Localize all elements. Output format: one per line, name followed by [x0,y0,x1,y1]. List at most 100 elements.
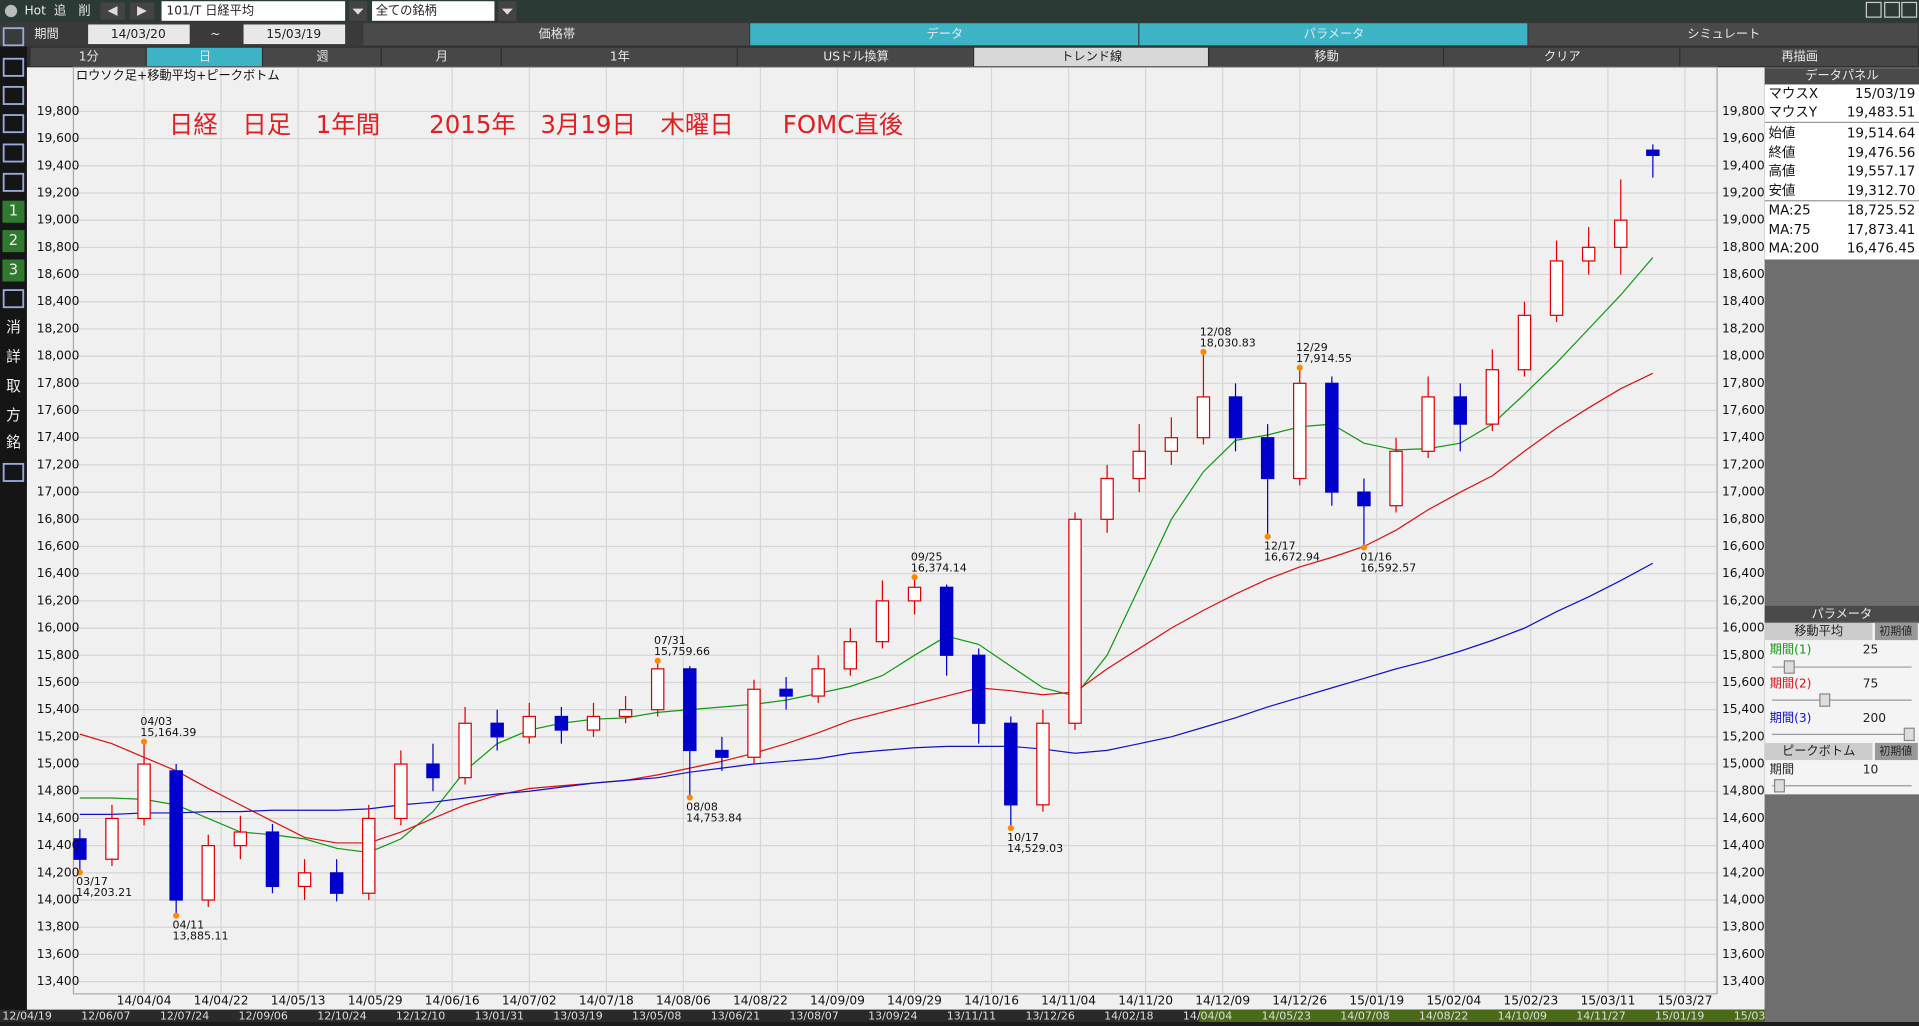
symbol-box[interactable] [161,1,346,21]
period-label: 期間 [34,27,58,41]
x-tick-label: 14/11/04 [1041,994,1096,1008]
hot-button[interactable]: Hot [24,4,46,18]
y-tick-label: 19,400 [1722,158,1765,172]
sidebar-icon[interactable] [2,85,25,105]
x-tick-label: 14/05/29 [348,994,403,1008]
y-tick-label: 19,000 [37,213,80,227]
button[interactable] [30,47,146,67]
timeline-label: 12/07/24 [160,1009,209,1022]
reset-button[interactable] [1874,622,1918,641]
y-tick-label: 18,400 [1722,294,1765,308]
data-label: MA:200 [1768,241,1819,256]
y-tick-label: 18,600 [37,267,80,281]
slider-thumb[interactable] [1783,660,1795,674]
param-body [1764,622,1919,795]
tab[interactable] [363,23,749,46]
candle-body [362,817,376,894]
button[interactable] [1680,47,1918,67]
panel-title: パラメータ [1812,607,1873,621]
candle-body [329,872,344,894]
candle-body [1036,722,1050,806]
candle-body [1132,450,1146,480]
section-title: 移動平均 [1794,624,1843,638]
sidebar-button[interactable] [2,200,25,223]
button-label: クリア [1544,49,1581,63]
peak-date: 03/17 [76,875,108,888]
maximize[interactable] [1884,1,1901,18]
data-value: 18,725.52 [1847,204,1915,219]
date-box[interactable] [88,24,190,45]
close[interactable] [1901,1,1918,18]
peak-date: 12/17 [1264,539,1296,552]
sidebar-icon[interactable] [2,289,25,309]
x-tick-label: 14/09/29 [887,994,942,1008]
reset-button[interactable] [1874,742,1918,761]
sidebar-icon[interactable] [2,172,25,192]
candle-body [1421,396,1435,452]
tab[interactable] [1139,23,1528,46]
section-header [1764,622,1873,641]
y-tick-label: 19,800 [1722,104,1765,118]
candle-body [586,715,601,731]
sidebar-label: 方 [6,407,21,424]
candle-body [1325,382,1339,493]
button[interactable] [974,47,1208,67]
candle-body [618,709,633,718]
y-tick-label: 18,200 [37,321,80,335]
sidebar-icon[interactable] [2,114,25,134]
y-tick-label: 15,000 [1722,757,1765,771]
tab-label: シミュレート [1687,27,1760,41]
y-tick-label: 14,600 [37,811,80,825]
sidebar-icon[interactable] [2,462,25,482]
y-tick-label: 17,200 [1722,457,1765,471]
button[interactable] [263,47,381,67]
button[interactable] [381,47,501,67]
sidebar-label: 消 [6,319,21,336]
candle-body [1357,491,1371,507]
universe-box[interactable] [372,1,495,21]
y-tick-label: 16,800 [1722,512,1765,526]
sidebar-icon[interactable] [2,27,25,47]
button[interactable] [1209,47,1443,67]
dropdown-arrow [352,8,364,15]
date-box[interactable] [243,24,346,45]
slider-thumb[interactable] [1819,693,1831,707]
tab[interactable] [1528,23,1918,46]
y-tick-label: 14,000 [37,893,80,907]
button[interactable] [146,47,262,67]
y-tick-label: 14,800 [1722,784,1765,798]
data-table [1764,84,1919,260]
sidebar-button[interactable] [2,230,25,253]
slider-thumb[interactable] [1773,779,1785,793]
minimize[interactable] [1865,1,1882,18]
candle-body [1004,722,1018,806]
button[interactable] [501,47,737,67]
data-label: マウスY [1768,105,1817,121]
chart-bg [26,67,1765,1010]
param-label: 期間 [1770,762,1794,776]
candle-body [1260,437,1275,480]
sidebar-button[interactable] [2,259,25,282]
candle-body [715,749,729,758]
delete-button[interactable]: 削 [78,4,90,18]
sidebar-icon[interactable] [2,57,25,77]
sidebar-icon[interactable] [2,143,25,163]
param-value: 75 [1863,677,1879,691]
x-tick-label: 14/05/13 [271,994,326,1008]
slider-thumb[interactable] [1903,727,1915,742]
chart-title: ロウソク足+移動平均+ピークボトム [76,68,280,82]
add-button[interactable]: 追 [54,3,66,18]
tab-label: データ [926,26,963,41]
tab[interactable] [750,23,1139,46]
candle-body [650,668,665,711]
button[interactable] [737,47,973,67]
tilde: ~ [210,27,220,41]
y-tick-label: 19,000 [1722,213,1765,227]
y-tick-label: 17,800 [37,376,80,390]
candle-body [907,586,922,602]
timeline-range[interactable] [1199,1009,1765,1022]
button[interactable] [1444,47,1680,67]
y-tick-label: 13,800 [37,920,80,934]
hot-icon[interactable] [4,4,18,18]
